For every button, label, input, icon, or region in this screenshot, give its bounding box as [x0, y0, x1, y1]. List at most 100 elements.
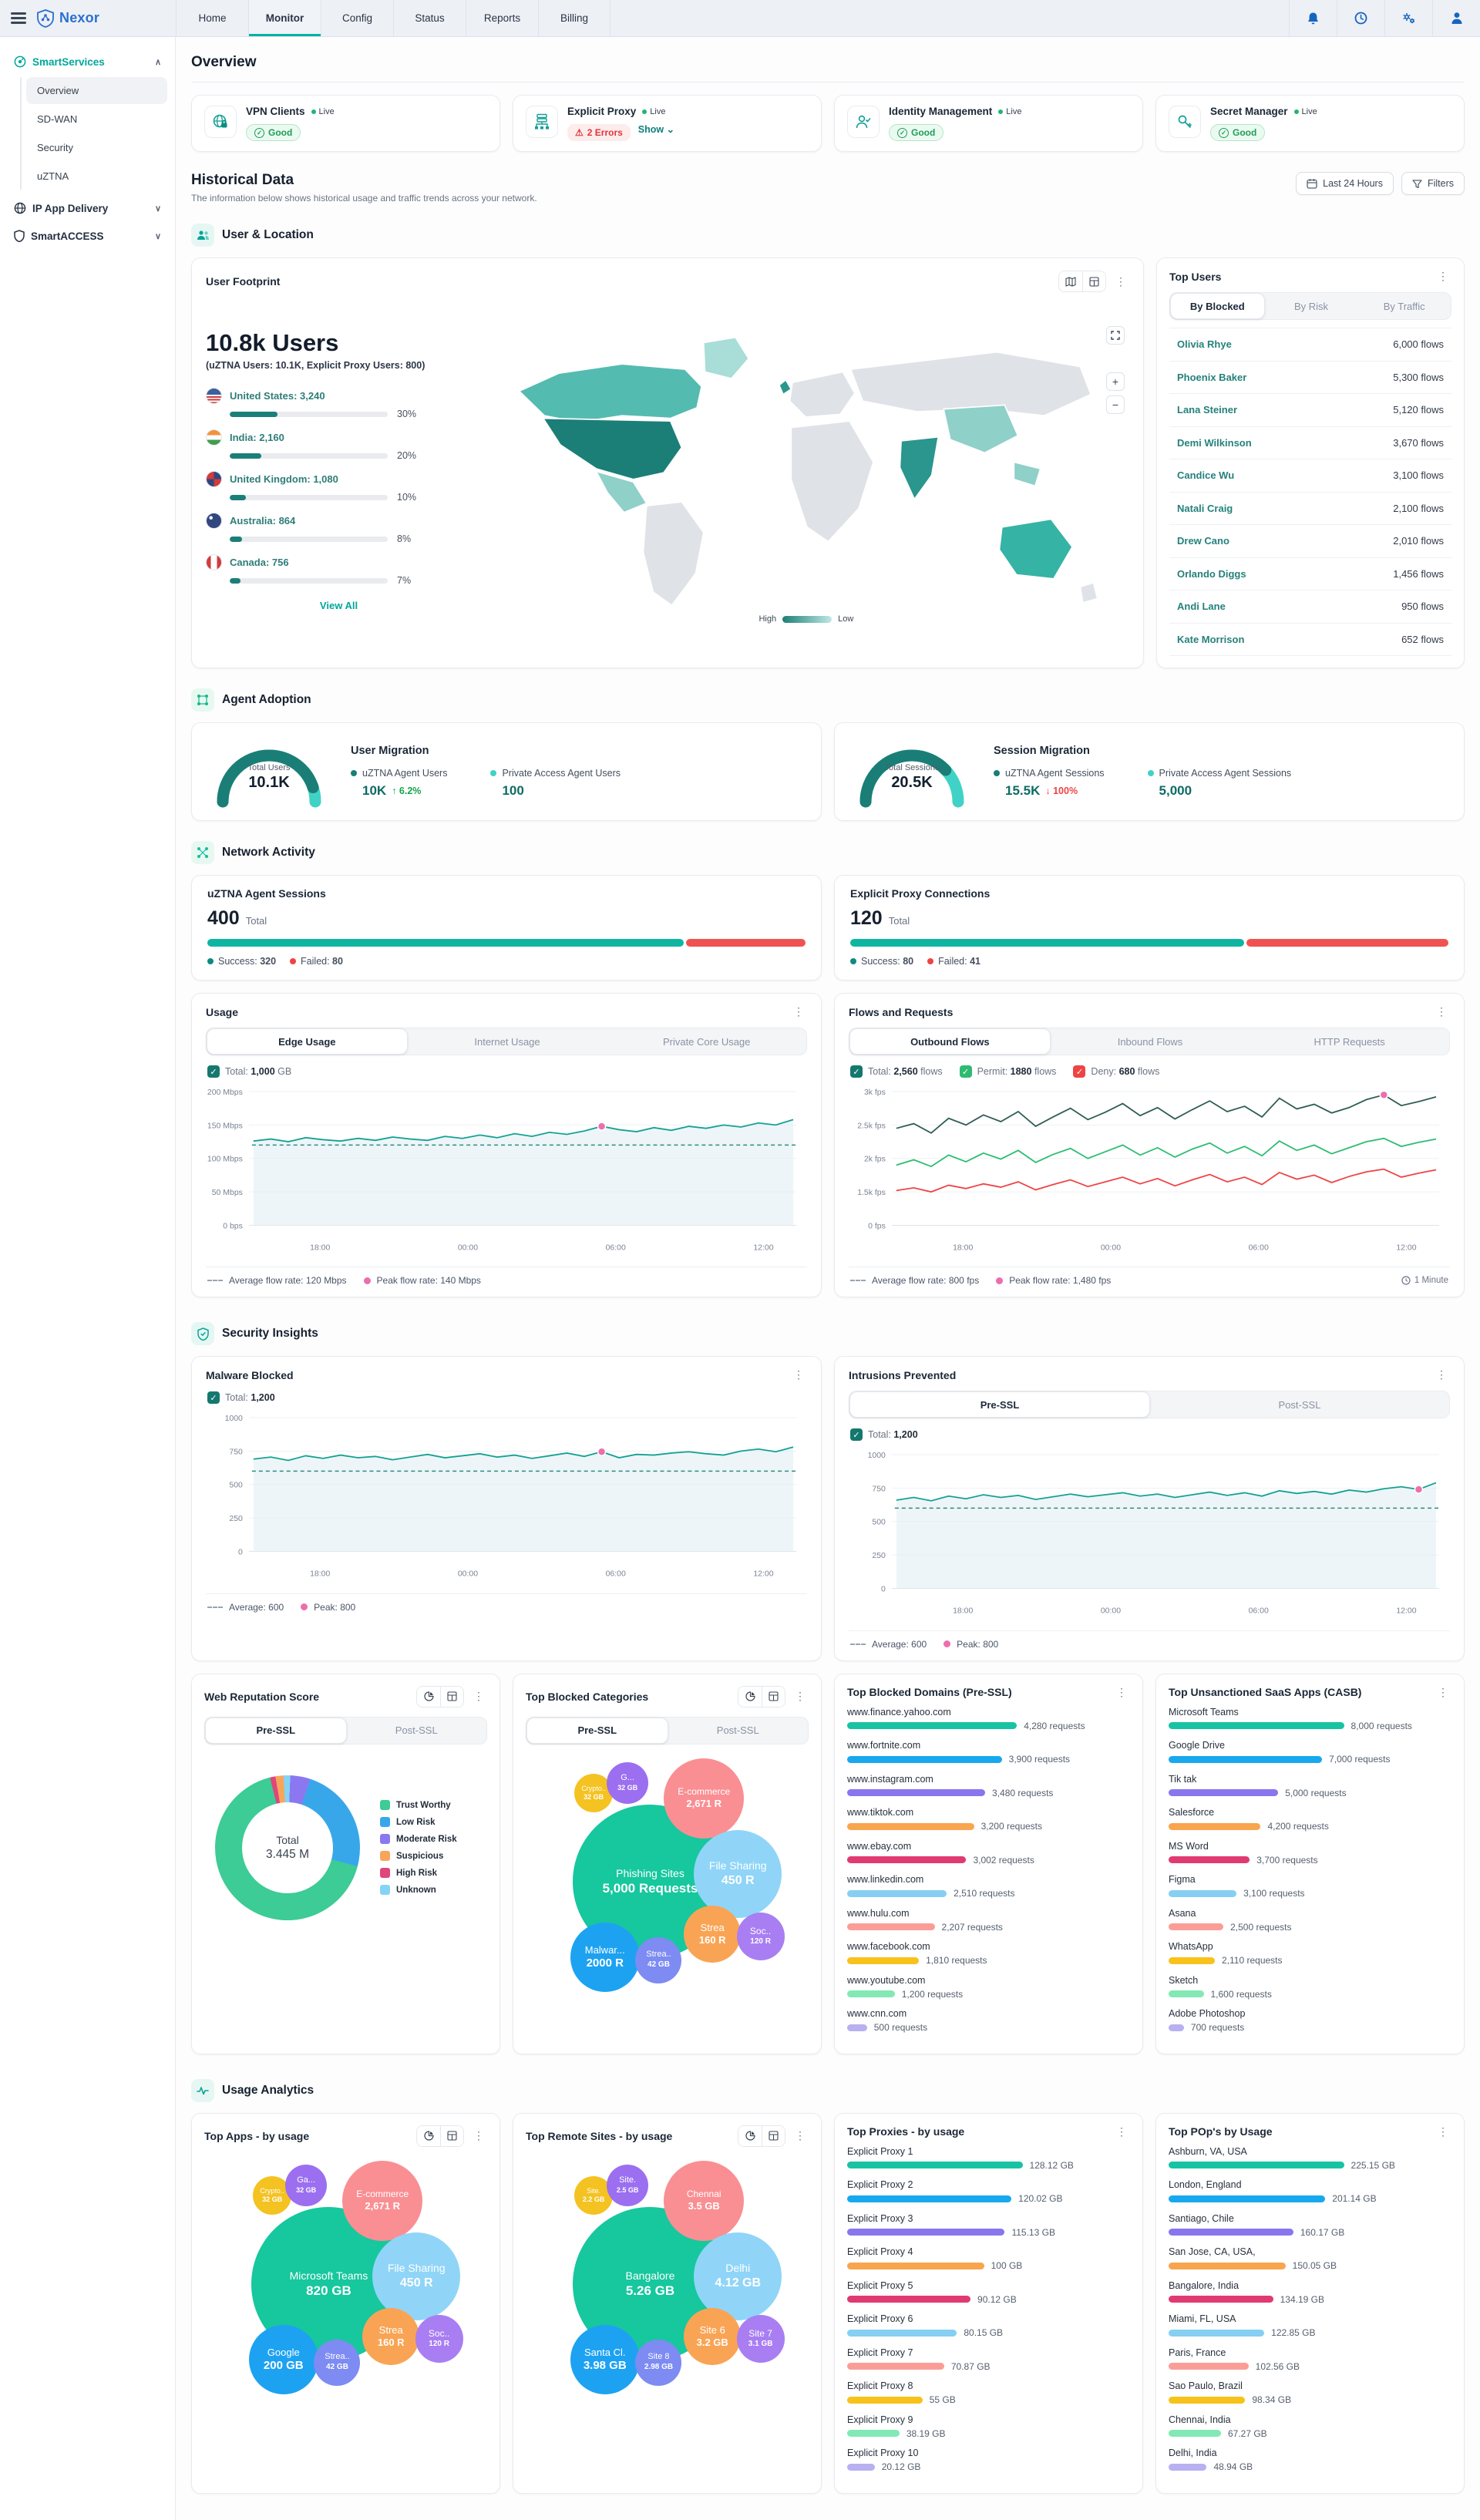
- country-label[interactable]: United Kingdom: 1,080: [230, 473, 338, 485]
- tab-post-ssl[interactable]: Post-SSL: [1278, 1398, 1321, 1411]
- user-name-link[interactable]: Phoenix Baker: [1177, 371, 1247, 383]
- tab-private-core-usage[interactable]: Private Core Usage: [662, 1035, 751, 1048]
- bubble-malwar-[interactable]: Malwar... 2000 R: [570, 1923, 640, 1993]
- time-range-button[interactable]: Last 24 Hours: [1296, 172, 1394, 195]
- country-label[interactable]: Canada: 756: [230, 557, 289, 568]
- tab-post-ssl[interactable]: Post-SSL: [395, 1724, 438, 1737]
- nav-tab-config[interactable]: Config: [321, 0, 393, 36]
- settings-icon[interactable]: [1384, 0, 1432, 36]
- table-view-toggle[interactable]: [440, 2125, 463, 2146]
- bubble-soc-[interactable]: Soc.. 120 R: [736, 1913, 785, 1961]
- nav-tab-reports[interactable]: Reports: [466, 0, 538, 36]
- pie-view-toggle[interactable]: [417, 1686, 440, 1707]
- bubble-santa-cl-[interactable]: Santa Cl. 3.98 GB: [570, 2325, 640, 2395]
- table-view-toggle[interactable]: [762, 2125, 785, 2146]
- bubble-chennai[interactable]: Chennai 3.5 GB: [664, 2161, 745, 2241]
- map-zoom-in-button[interactable]: +: [1106, 372, 1125, 391]
- user-name-link[interactable]: Demi Wilkinson: [1177, 436, 1252, 449]
- bubble-strea-[interactable]: Strea.. 42 GB: [314, 2339, 361, 2386]
- user-name-link[interactable]: Andi Lane: [1177, 601, 1226, 613]
- user-name-link[interactable]: Drew Cano: [1177, 535, 1229, 547]
- map-zoom-out-button[interactable]: −: [1106, 395, 1125, 414]
- bubble-google[interactable]: Google 200 GB: [248, 2325, 318, 2395]
- kebab-menu-icon[interactable]: ⋮: [1116, 2125, 1127, 2138]
- table-view-toggle[interactable]: [762, 1686, 785, 1707]
- bubble-crypto-[interactable]: Crypto.. 32 GB: [574, 1774, 614, 1813]
- bell-icon[interactable]: [1289, 0, 1337, 36]
- bubble-file-sharing[interactable]: File Sharing 450 R: [372, 2232, 461, 2321]
- tab-pre-ssl[interactable]: Pre-SSL: [526, 1717, 668, 1744]
- tab-http-requests[interactable]: HTTP Requests: [1314, 1035, 1385, 1048]
- nav-tab-home[interactable]: Home: [176, 0, 248, 36]
- show-errors-link[interactable]: Show ⌄: [637, 124, 675, 135]
- sidebar-item-uztna[interactable]: uZTNA: [37, 170, 69, 182]
- bubble-site-[interactable]: Site. 2.2 GB: [574, 2176, 614, 2216]
- bubble-strea-[interactable]: Strea.. 42 GB: [635, 1936, 682, 1983]
- kebab-menu-icon[interactable]: ⋮: [1438, 270, 1448, 282]
- bubble-site-6[interactable]: Site 6 3.2 GB: [684, 2307, 742, 2365]
- tab-outbound-flows[interactable]: Outbound Flows: [849, 1028, 1051, 1055]
- kebab-menu-icon[interactable]: ⋮: [473, 1690, 484, 1703]
- user-name-link[interactable]: Natali Craig: [1177, 502, 1233, 514]
- bubble-site-7[interactable]: Site 7 3.1 GB: [736, 2315, 785, 2364]
- tab-by-traffic[interactable]: By Traffic: [1383, 300, 1425, 312]
- bubble-site-[interactable]: Site. 2.5 GB: [607, 2164, 649, 2206]
- country-label[interactable]: United States: 3,240: [230, 390, 325, 402]
- series-checkbox[interactable]: ✓ Total: 1,200: [850, 1428, 918, 1442]
- tab-by-blocked[interactable]: By Blocked: [1170, 293, 1265, 319]
- bubble-e-commerce[interactable]: E-commerce 2,671 R: [664, 1758, 745, 1839]
- tab-edge-usage[interactable]: Edge Usage: [207, 1028, 408, 1055]
- hamburger-menu-icon[interactable]: [11, 10, 26, 27]
- series-checkbox[interactable]: ✓ Total: 2,560 flows: [850, 1065, 943, 1078]
- filters-button[interactable]: Filters: [1401, 172, 1465, 195]
- bubble-strea[interactable]: Strea 160 R: [684, 1905, 742, 1963]
- kebab-menu-icon[interactable]: ⋮: [1436, 1005, 1447, 1018]
- kebab-menu-icon[interactable]: ⋮: [1116, 1685, 1127, 1698]
- nav-tab-billing[interactable]: Billing: [538, 0, 610, 36]
- user-name-link[interactable]: Orlando Diggs: [1177, 567, 1246, 580]
- series-checkbox[interactable]: ✓ Total: 1,000 GB: [207, 1065, 291, 1078]
- tab-pre-ssl[interactable]: Pre-SSL: [205, 1717, 347, 1744]
- bubble-g-[interactable]: G... 32 GB: [607, 1761, 649, 1804]
- bubble-e-commerce[interactable]: E-commerce 2,671 R: [342, 2161, 423, 2241]
- kebab-menu-icon[interactable]: ⋮: [793, 1005, 804, 1018]
- bubble-site-8[interactable]: Site 8 2.98 GB: [635, 2339, 682, 2386]
- kebab-menu-icon[interactable]: ⋮: [795, 1690, 806, 1703]
- kebab-menu-icon[interactable]: ⋮: [1436, 1368, 1447, 1381]
- country-label[interactable]: India: 2,160: [230, 432, 284, 443]
- bubble-ga-[interactable]: Ga... 32 GB: [285, 2164, 328, 2206]
- view-all-link[interactable]: View All: [319, 600, 358, 611]
- series-checkbox[interactable]: ✓ Permit: 1880 flows: [959, 1065, 1056, 1078]
- kebab-menu-icon[interactable]: ⋮: [1438, 1685, 1448, 1698]
- tab-by-risk[interactable]: By Risk: [1293, 300, 1329, 312]
- user-name-link[interactable]: Kate Morrison: [1177, 633, 1245, 645]
- nav-tab-status[interactable]: Status: [393, 0, 466, 36]
- bubble-crypto-[interactable]: Crypto.. 32 GB: [253, 2176, 292, 2216]
- pie-view-toggle[interactable]: [738, 1686, 762, 1707]
- series-checkbox[interactable]: ✓ Total: 1,200: [207, 1391, 275, 1405]
- pie-view-toggle[interactable]: [738, 2125, 762, 2146]
- bubble-strea[interactable]: Strea 160 R: [362, 2307, 420, 2365]
- kebab-menu-icon[interactable]: ⋮: [1438, 2125, 1448, 2138]
- map-fullscreen-button[interactable]: [1106, 326, 1125, 345]
- bubble-delhi[interactable]: Delhi 4.12 GB: [694, 2232, 782, 2321]
- pie-view-toggle[interactable]: [417, 2125, 440, 2146]
- tab-pre-ssl[interactable]: Pre-SSL: [849, 1391, 1150, 1418]
- sidebar-group-smartservices[interactable]: SmartServices ∧: [8, 48, 167, 76]
- bubble-soc-[interactable]: Soc.. 120 R: [415, 2315, 463, 2364]
- user-icon[interactable]: [1432, 0, 1480, 36]
- kebab-menu-icon[interactable]: ⋮: [473, 2129, 484, 2142]
- sidebar-item-security[interactable]: Security: [37, 142, 73, 153]
- clock-icon[interactable]: [1337, 0, 1384, 36]
- user-name-link[interactable]: Lana Steiner: [1177, 404, 1238, 416]
- nav-tab-monitor[interactable]: Monitor: [248, 0, 321, 36]
- table-view-toggle[interactable]: [440, 1686, 463, 1707]
- table-view-toggle[interactable]: [1082, 271, 1105, 291]
- tab-internet-usage[interactable]: Internet Usage: [474, 1035, 540, 1048]
- bubble-file-sharing[interactable]: File Sharing 450 R: [694, 1830, 782, 1919]
- sidebar-item-overview[interactable]: Overview: [26, 77, 167, 104]
- tab-post-ssl[interactable]: Post-SSL: [716, 1724, 759, 1737]
- map-view-toggle[interactable]: [1059, 271, 1082, 291]
- series-checkbox[interactable]: ✓ Deny: 680 flows: [1073, 1065, 1159, 1078]
- user-name-link[interactable]: Candice Wu: [1177, 469, 1235, 482]
